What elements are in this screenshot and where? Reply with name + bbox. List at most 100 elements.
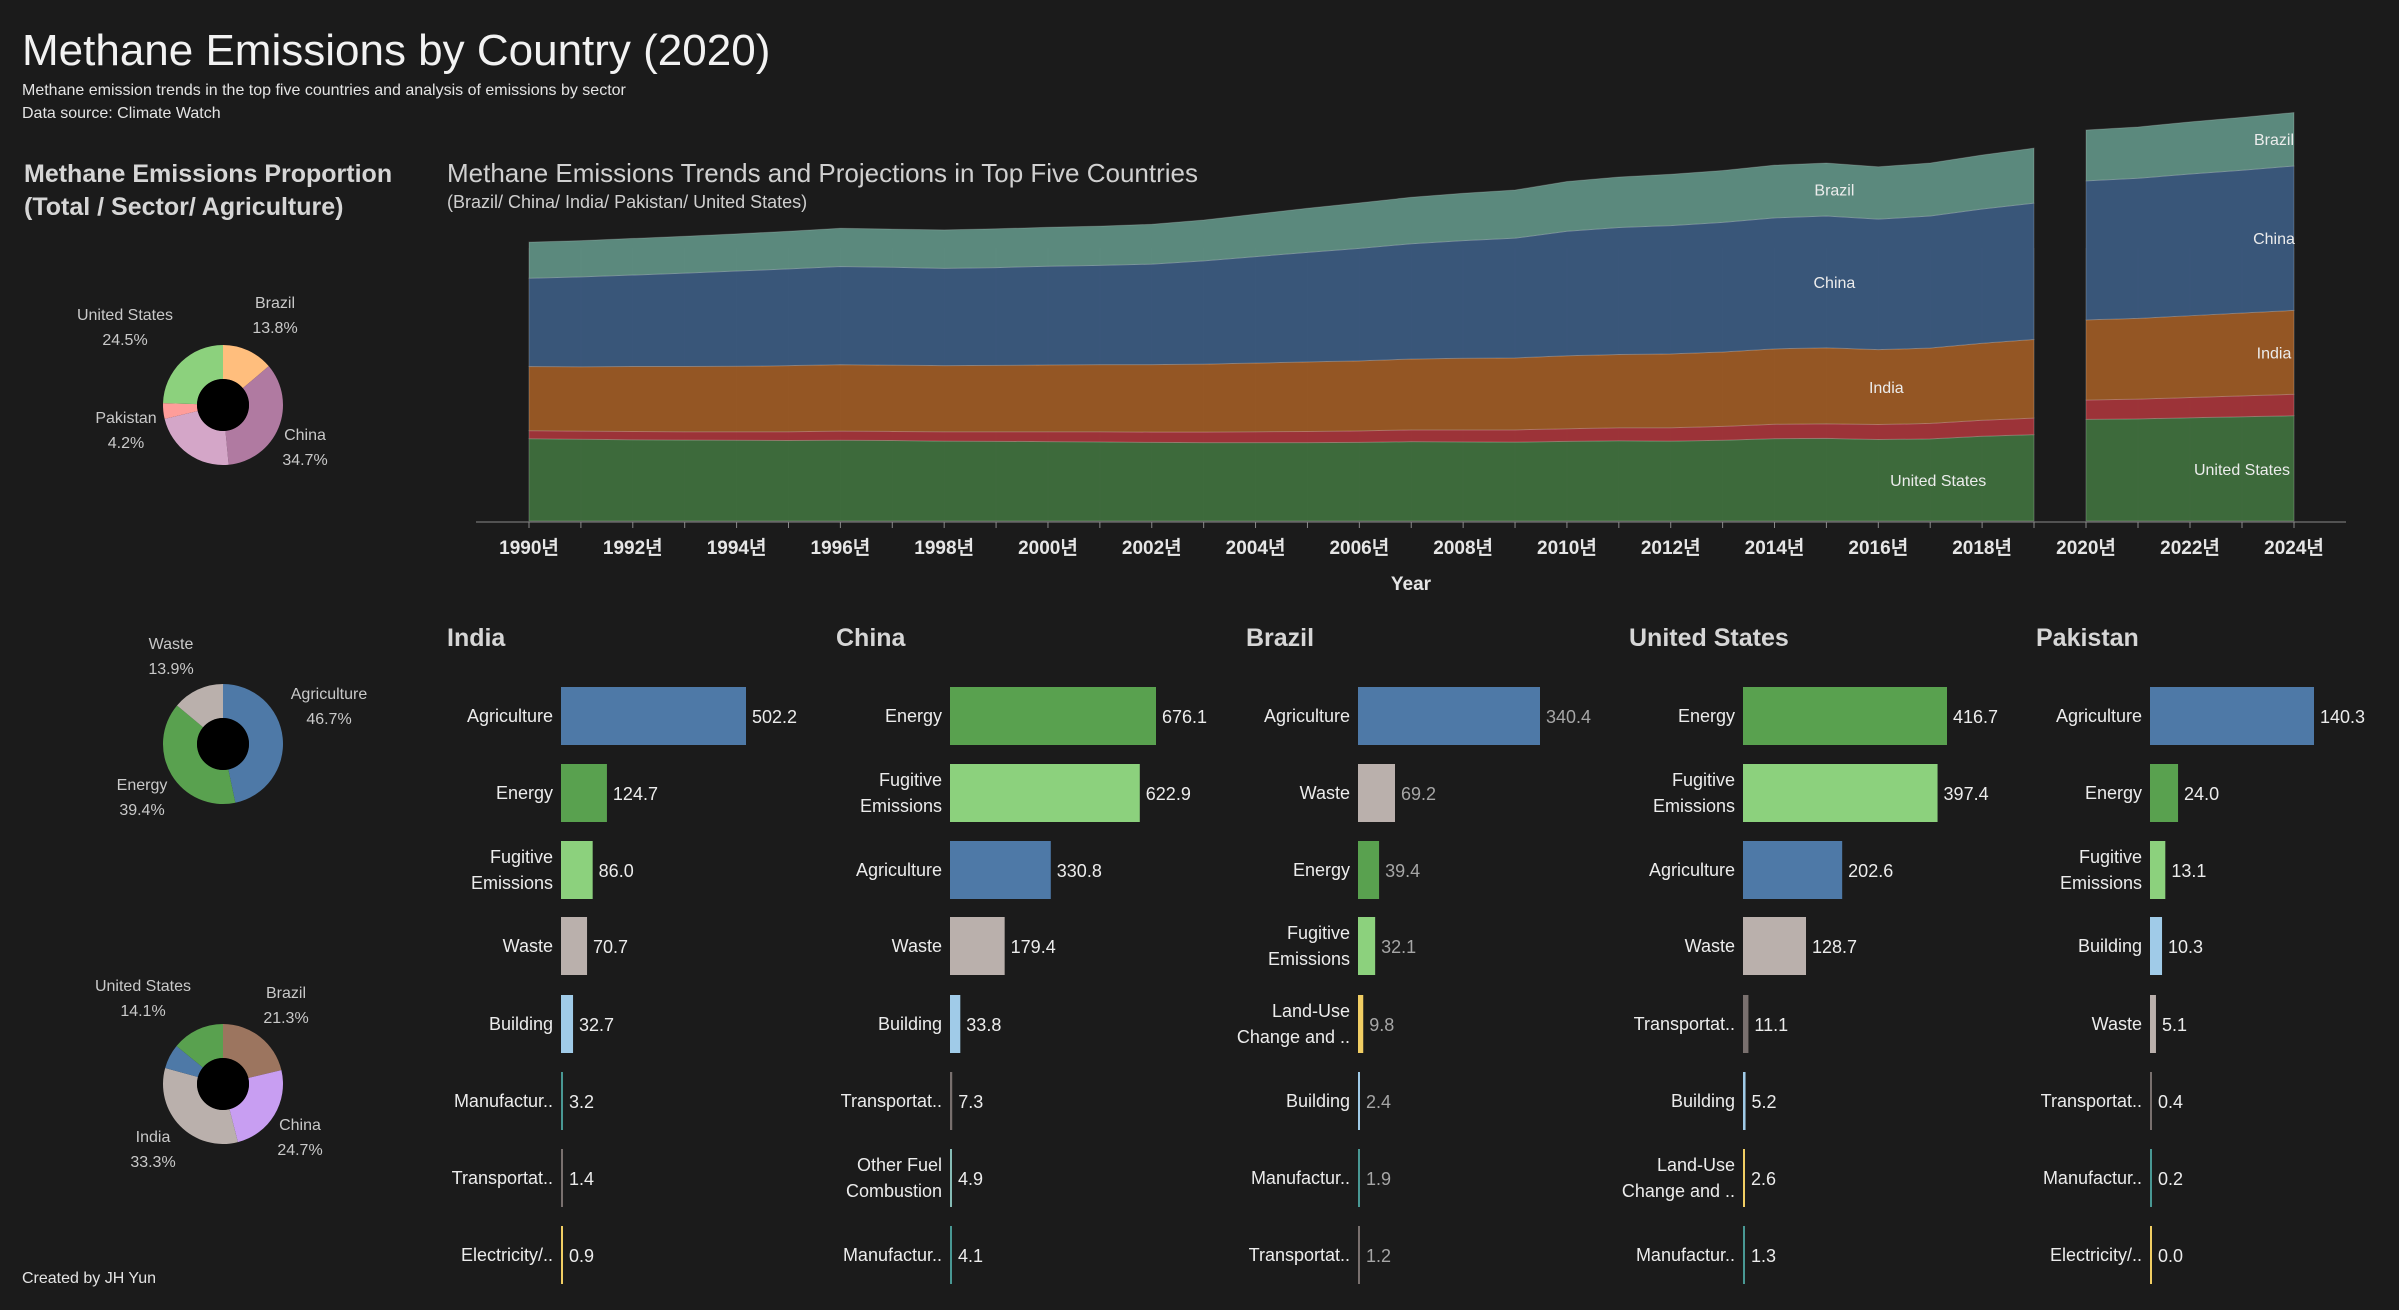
bar-label-india-waste: Waste	[503, 936, 553, 956]
bar-china-agriculture	[950, 841, 1051, 899]
bar-label-china-fugitive-emissions: Fugitive Emissions	[860, 770, 942, 816]
x-tick-label: 2016년	[1848, 537, 1908, 559]
donut-agriculture-label-brazil: Brazil	[266, 985, 306, 1002]
donut-agriculture-pct-india: 33.3%	[130, 1154, 175, 1171]
bar-panel-title-pakistan: Pakistan	[2036, 624, 2139, 652]
bar-brazil-transportat	[1358, 1226, 1360, 1284]
bar-brazil-agriculture	[1358, 687, 1540, 745]
bar-label-united-states-manufactur: Manufactur..	[1636, 1245, 1735, 1265]
x-tick-label: 1996년	[811, 537, 871, 559]
donut-agriculture-slice-united-states	[176, 1024, 223, 1068]
donut-total-slice-china	[225, 366, 283, 465]
proportion-title-line2: (Total / Sector/ Agriculture)	[24, 193, 344, 221]
bar-china-manufactur	[950, 1226, 952, 1284]
bar-pakistan-waste	[2150, 995, 2156, 1053]
bar-india-electricity	[561, 1226, 563, 1284]
donut-total-label-united-states: United States	[77, 307, 173, 324]
bar-china-transportat	[950, 1072, 953, 1130]
bar-united-states-land-use-change-and	[1743, 1149, 1745, 1207]
x-tick-label: 2010년	[1537, 537, 1597, 559]
donut-total-label-brazil: Brazil	[255, 295, 295, 312]
x-tick-label: 2006년	[1329, 537, 1389, 559]
credit-text: Created by JH Yun	[22, 1270, 157, 1287]
bar-label-united-states-building: Building	[1671, 1091, 1735, 1111]
dashboard-title: Methane Emissions by Country (2020)	[22, 26, 771, 75]
bar-india-waste	[561, 917, 588, 975]
bar-pakistan-building	[2150, 917, 2163, 975]
x-tick-label: 1990년	[499, 537, 559, 559]
bar-india-building	[561, 995, 574, 1053]
donut-total-pct-united-states: 24.5%	[102, 332, 147, 349]
bar-value-brazil-building: 2.4	[1366, 1092, 1391, 1112]
proportion-donut-charts: Brazil 13.8% China 34.7% Pakistan 4.2% United …	[77, 295, 368, 1171]
donut-sector-hole	[197, 718, 249, 770]
bar-label-pakistan-agriculture: Agriculture	[2056, 706, 2142, 726]
bar-label-pakistan-building: Building	[2078, 936, 2142, 956]
bar-label-united-states-waste: Waste	[1685, 936, 1735, 956]
bar-value-pakistan-waste: 5.1	[2162, 1015, 2187, 1035]
bar-label-line: Emissions	[1653, 796, 1735, 816]
donut-total-slice-unlabeled	[164, 410, 229, 466]
x-tick-label: 2014년	[1745, 537, 1805, 559]
bar-label-line: Fugitive	[1287, 923, 1350, 943]
bar-value-pakistan-energy: 24.0	[2184, 784, 2219, 804]
bar-india-manufactur	[561, 1072, 563, 1130]
bar-label-brazil-transportat: Transportat..	[1249, 1245, 1350, 1265]
bar-label-india-electricity: Electricity/..	[461, 1245, 553, 1265]
area-series-label-india: India	[2257, 345, 2292, 362]
bar-label-united-states-agriculture: Agriculture	[1649, 860, 1735, 880]
donut-sector-pct-waste: 13.9%	[148, 661, 193, 678]
bar-value-brazil-land-use-change-and: 9.8	[1369, 1015, 1394, 1035]
donut-sector-slice-energy	[163, 705, 236, 804]
donut-total-pct-china: 34.7%	[282, 452, 327, 469]
bar-united-states-agriculture	[1743, 841, 1843, 899]
bar-label-india-manufactur: Manufactur..	[454, 1091, 553, 1111]
bar-panel-title-china: China	[836, 624, 907, 652]
bar-label-line: Emissions	[471, 873, 553, 893]
bar-label-line: Emissions	[1268, 949, 1350, 969]
donut-agriculture-label-china: China	[279, 1117, 321, 1134]
area-series-label-brazil: Brazil	[2254, 132, 2294, 149]
x-axis-title: Year	[1391, 574, 1432, 595]
bar-label-pakistan-manufactur: Manufactur..	[2043, 1168, 2142, 1188]
donut-total-slice-pakistan	[163, 403, 198, 419]
donut-agriculture-slice-unlabeled	[165, 1046, 203, 1078]
bar-label-china-waste: Waste	[892, 936, 942, 956]
bar-pakistan-electricity	[2150, 1226, 2152, 1284]
bar-value-brazil-agriculture: 340.4	[1546, 707, 1591, 727]
bar-pakistan-transportat	[2150, 1072, 2152, 1130]
proportion-panel-title: Methane Emissions Proportion (Total / Se…	[24, 158, 392, 224]
area-band-united-states-0	[528, 434, 2035, 522]
area-series-label-china: China	[2253, 231, 2295, 248]
x-tick-label: 2024년	[2264, 537, 2324, 559]
bar-value-united-states-energy: 416.7	[1953, 707, 1998, 727]
bar-china-waste	[950, 917, 1005, 975]
bar-value-brazil-fugitive-emissions: 32.1	[1381, 937, 1416, 957]
bar-pakistan-energy	[2150, 764, 2179, 822]
donut-total-slice-united-states	[163, 345, 223, 405]
bar-label-line: Other Fuel	[857, 1155, 942, 1175]
bar-label-india-fugitive-emissions: Fugitive Emissions	[471, 847, 553, 893]
bar-label-line: Change and ..	[1622, 1181, 1735, 1201]
bar-pakistan-fugitive-emissions	[2150, 841, 2166, 899]
bar-label-united-states-fugitive-emissions: Fugitive Emissions	[1653, 770, 1735, 816]
donut-total-pct-pakistan: 4.2%	[108, 435, 144, 452]
bar-label-line: Land-Use	[1657, 1155, 1735, 1175]
bar-value-india-waste: 70.7	[593, 937, 628, 957]
bar-label-brazil-energy: Energy	[1293, 860, 1350, 880]
x-tick-label: 2002년	[1122, 537, 1182, 559]
bar-label-india-energy: Energy	[496, 783, 553, 803]
bar-value-india-building: 32.7	[579, 1015, 614, 1035]
bar-united-states-energy	[1743, 687, 1947, 745]
dashboard-subtitle: Methane emission trends in the top five …	[22, 82, 626, 99]
bar-label-china-other-fuel-combustion: Other Fuel Combustion	[846, 1155, 942, 1201]
bar-label-pakistan-energy: Energy	[2085, 783, 2142, 803]
bar-value-china-agriculture: 330.8	[1057, 861, 1102, 881]
bar-label-line: Fugitive	[879, 770, 942, 790]
donut-agriculture-label-united-states: United States	[95, 978, 191, 995]
area-chart-title: Methane Emissions Trends and Projections…	[447, 158, 1199, 188]
bar-india-transportat	[561, 1149, 563, 1207]
bar-label-china-agriculture: Agriculture	[856, 860, 942, 880]
donut-sector-label-agriculture: Agriculture	[291, 686, 368, 703]
donut-total-slice-brazil	[223, 345, 269, 389]
